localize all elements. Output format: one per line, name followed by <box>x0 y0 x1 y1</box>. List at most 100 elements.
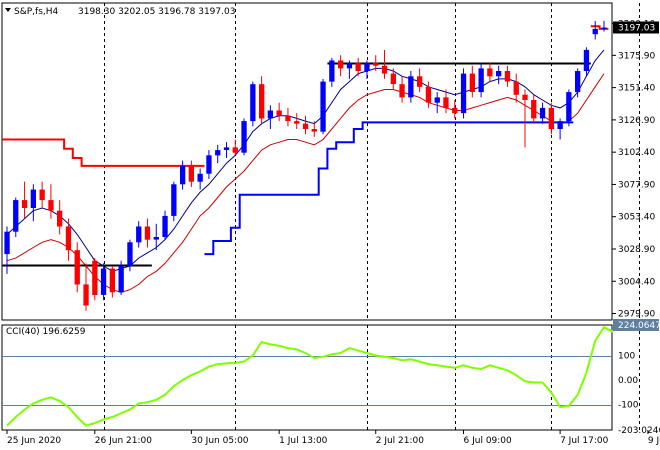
cci-tick-label: 0.00 <box>618 376 638 386</box>
candle <box>583 49 590 71</box>
candle <box>592 28 598 35</box>
candle <box>302 123 309 129</box>
candle <box>39 189 45 201</box>
main-panel-border <box>1 2 613 321</box>
candle <box>522 94 528 100</box>
candle <box>153 237 159 240</box>
cci-tick-label: -100 <box>618 401 639 411</box>
price-tick-label: 3077.90 <box>618 180 655 190</box>
candle <box>425 86 432 103</box>
price-tick-label: 3151.40 <box>618 84 655 94</box>
cci-tick-label: -203.0246 <box>618 426 660 436</box>
candle <box>267 110 273 119</box>
candle <box>329 60 335 82</box>
candle <box>434 97 440 103</box>
cci-current-box <box>613 319 659 331</box>
candle <box>197 173 203 182</box>
current-price-label: 3197.03 <box>618 23 655 33</box>
candle <box>469 73 475 92</box>
time-tick-label: 6 Jul 09:00 <box>464 436 513 446</box>
candle <box>109 268 115 293</box>
cci-panel-border <box>1 324 613 431</box>
channel-high-line <box>2 25 609 167</box>
candle <box>355 63 361 71</box>
candle <box>557 121 563 129</box>
chart-series <box>2 25 614 427</box>
chart-frame <box>1 2 613 431</box>
candle <box>504 71 511 82</box>
candle <box>232 147 238 153</box>
candle <box>100 268 107 295</box>
candle <box>118 266 124 293</box>
time-tick-label: 26 Jun 21:00 <box>95 436 152 446</box>
candle <box>171 184 177 216</box>
candle <box>487 68 493 77</box>
menu-arrow-icon[interactable] <box>5 8 11 12</box>
candle <box>4 231 10 255</box>
candle <box>496 71 502 77</box>
candle <box>57 210 63 227</box>
candle <box>460 73 467 114</box>
candle <box>65 226 72 251</box>
candle <box>390 73 396 85</box>
current-price-box <box>613 21 659 34</box>
candles <box>4 20 607 311</box>
candle <box>241 121 247 153</box>
candle <box>74 250 80 285</box>
candle <box>127 242 133 266</box>
candle <box>223 147 230 150</box>
candle <box>136 226 142 243</box>
price-tick-label: 3102.40 <box>618 148 655 158</box>
candle <box>346 63 353 69</box>
candle <box>285 115 291 122</box>
price-tick-label: 2979.90 <box>618 310 655 320</box>
ohlc-readout: 3198.30 3202.05 3196.78 3197.03 <box>78 7 235 17</box>
candle <box>408 76 414 98</box>
candle <box>188 165 194 182</box>
candle <box>601 27 607 29</box>
candle <box>531 100 537 119</box>
candle <box>452 107 458 114</box>
candle <box>294 121 300 124</box>
cci-title: CCI(40) 196.6259 <box>6 327 86 337</box>
chart-axes: 3200.103175.903151.403126.903102.403077.… <box>6 19 660 446</box>
price-tick-label: 3004.40 <box>618 277 655 287</box>
candle <box>215 150 221 156</box>
candle <box>92 260 98 295</box>
candle <box>162 215 168 237</box>
candle <box>443 97 449 108</box>
candle <box>338 60 344 69</box>
candle <box>48 200 54 211</box>
candle <box>259 84 265 119</box>
time-tick-label: 2 Jul 21:00 <box>376 436 425 446</box>
cci-line <box>6 325 614 427</box>
price-tick-label: 3053.40 <box>618 213 655 223</box>
ma-lower-line <box>6 73 605 293</box>
time-tick-label: 1 Jul 13:00 <box>279 436 328 446</box>
candle <box>539 107 546 119</box>
candle <box>478 68 484 93</box>
time-tick-label: 9 Jul 01:00 <box>648 436 660 446</box>
candle <box>399 84 405 98</box>
channel-low-line <box>204 121 574 256</box>
candle <box>320 81 326 132</box>
price-tick-label: 3126.90 <box>618 116 655 126</box>
candle <box>548 107 554 129</box>
candle <box>180 165 186 185</box>
chart-grid <box>2 3 640 430</box>
candle <box>276 110 282 116</box>
symbol-label: S&P,fs,H4 <box>14 7 59 17</box>
candle <box>513 81 519 95</box>
candle <box>206 155 212 174</box>
candle <box>83 284 89 306</box>
candle <box>364 63 370 71</box>
cci-tick-label: 224.0647 <box>618 321 660 331</box>
candle <box>417 76 423 87</box>
candle <box>566 92 572 122</box>
candle <box>144 226 151 240</box>
candle <box>311 129 317 132</box>
time-tick-label: 7 Jul 17:00 <box>560 436 609 446</box>
candle <box>381 65 388 74</box>
time-tick-label: 30 Jun 05:00 <box>191 436 248 446</box>
